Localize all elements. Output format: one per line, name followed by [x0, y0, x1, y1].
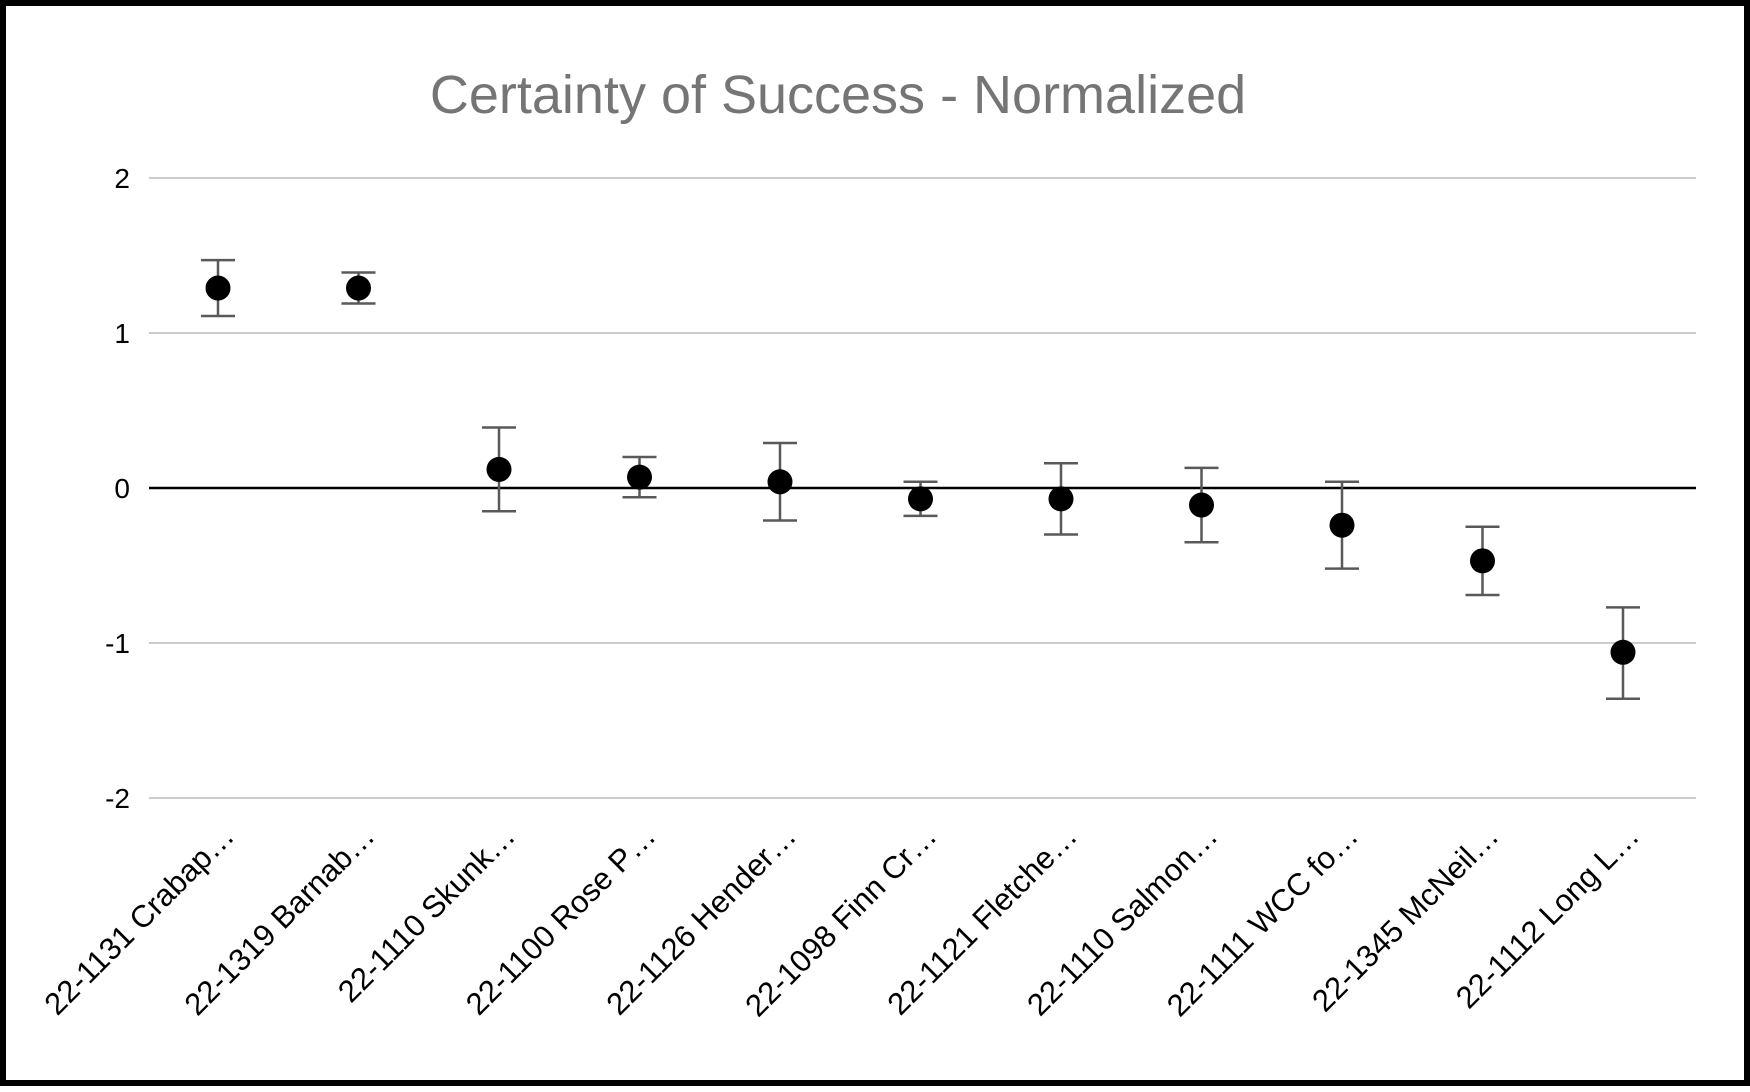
- data-point: [1470, 548, 1495, 574]
- data-point: [486, 456, 512, 482]
- chart-title: Certainty of Success - Normalized: [430, 65, 1246, 125]
- data-point: [1189, 492, 1214, 518]
- data-point: [346, 275, 371, 301]
- y-tick-label: 0: [114, 473, 130, 504]
- data-point: [1329, 512, 1355, 538]
- y-tick-label: 1: [114, 318, 130, 349]
- y-tick-label: 2: [114, 163, 130, 194]
- y-axis-tick-labels: 2 1 0 -1 -2: [105, 163, 130, 814]
- data-point: [908, 486, 933, 512]
- y-tick-label: -1: [105, 628, 130, 659]
- data-point: [627, 464, 652, 490]
- data-point: [1610, 639, 1636, 665]
- data-point: [205, 275, 231, 301]
- y-tick-label: -2: [105, 783, 130, 814]
- data-point: [767, 469, 793, 495]
- x-axis-tick-labels: 22-1131 Crabap…22-1319 Barnab…22-1110 Sk…: [37, 818, 1645, 1023]
- error-bars: [201, 258, 1640, 701]
- data-point: [1048, 486, 1074, 512]
- data-points: [205, 275, 1636, 665]
- chart-canvas: Certainty of Success - Normalized 2 1 0 -1 -…: [37, 65, 1696, 1023]
